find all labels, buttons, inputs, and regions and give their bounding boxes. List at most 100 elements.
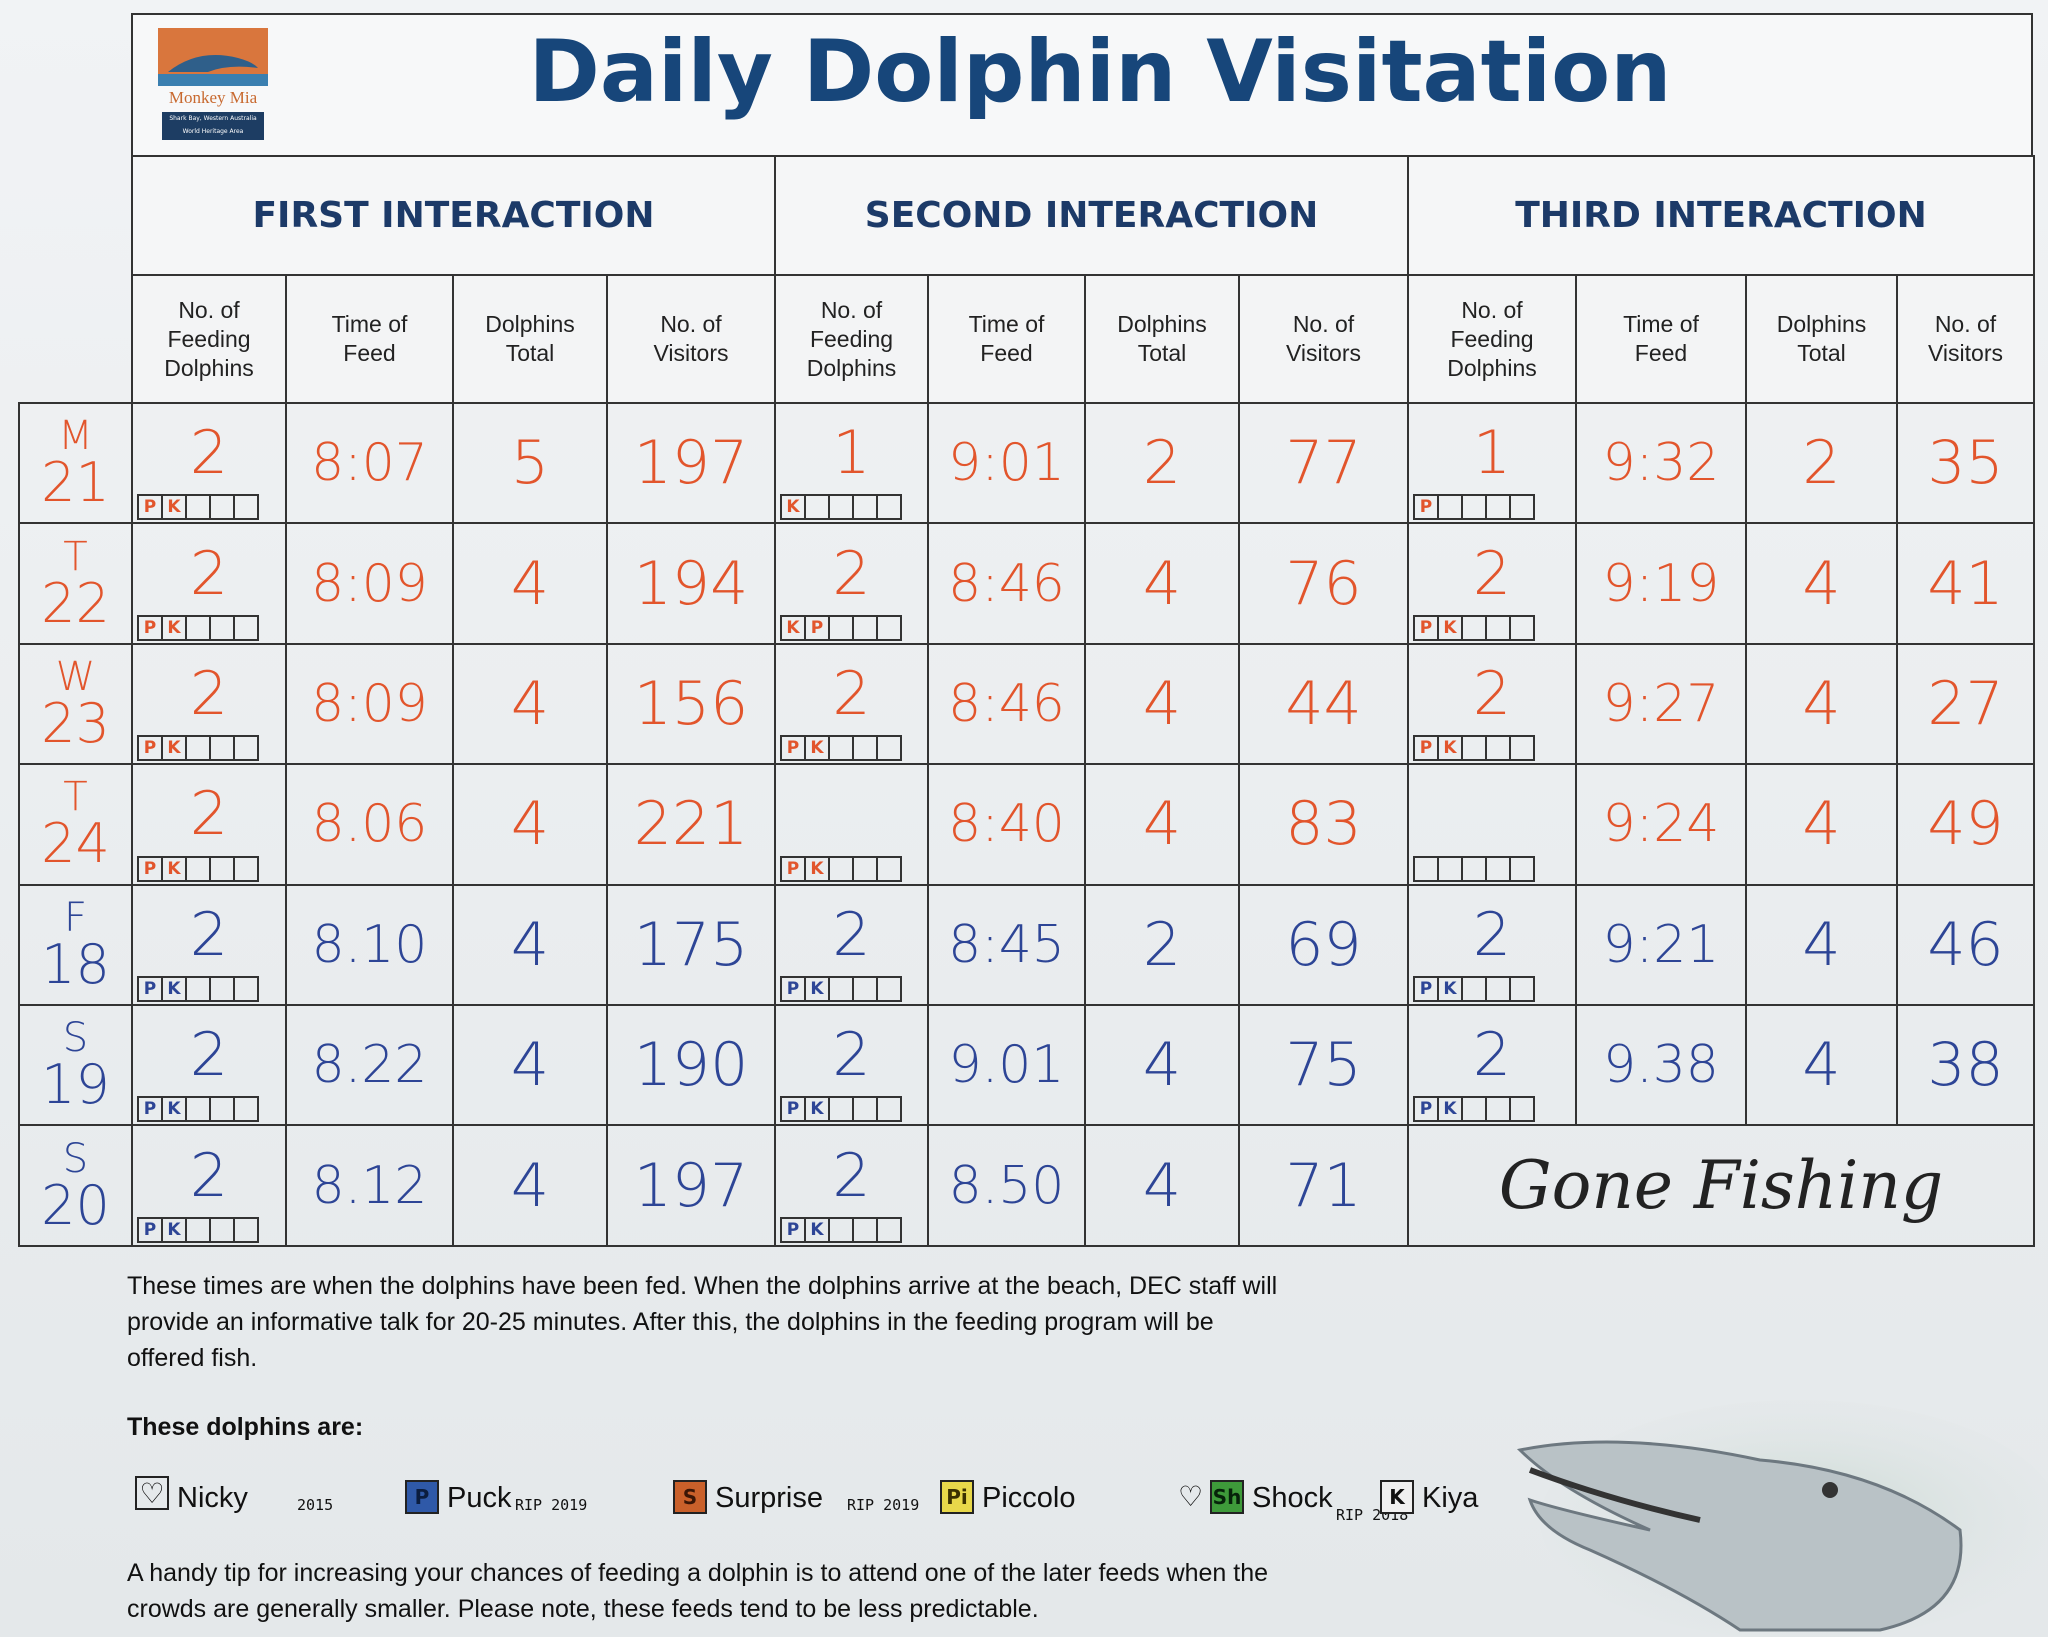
column-header: No. of Visitors [1896, 274, 2035, 404]
cell-time: 8:46 [927, 522, 1086, 645]
value: 1 [832, 418, 871, 489]
cell-total: 2 [1084, 402, 1240, 525]
cell-visitors: 41 [1896, 522, 2035, 645]
tag-box: K [161, 975, 187, 1002]
value: 2 [1472, 1020, 1512, 1091]
tag-box [1437, 494, 1463, 521]
cell-time: 9.38 [1575, 1004, 1747, 1127]
value: 9:19 [1602, 553, 1720, 614]
tag-box [852, 975, 878, 1002]
value: 2 [189, 899, 229, 970]
cell-total: 4 [1745, 883, 1898, 1006]
tag-box: K [804, 975, 830, 1002]
value: 2 [189, 538, 229, 609]
paragraph-line: offered fish. [127, 1344, 258, 1372]
column-title: No. of Feeding Dolphins [1447, 296, 1537, 381]
tag-box [1509, 855, 1535, 882]
tag-box: K [804, 735, 830, 762]
tag-box [828, 1096, 854, 1123]
cell-visitors: 69 [1238, 883, 1409, 1006]
day-cell: W 23 [18, 642, 133, 766]
value: 38 [1927, 1030, 2004, 1101]
value: 2 [1802, 428, 1841, 499]
cell-visitors: 175 [606, 883, 776, 1006]
value: 221 [633, 789, 749, 860]
value: 8:40 [948, 794, 1065, 855]
value: 9.01 [948, 1035, 1065, 1096]
value: 2 [189, 658, 229, 729]
tag-box: P [780, 855, 806, 882]
cell-time: 8.22 [285, 1004, 454, 1127]
badge: K [1380, 1480, 1414, 1514]
tag-box [209, 975, 235, 1002]
tag-box [1509, 1096, 1535, 1123]
cell-total: 2 [1084, 883, 1240, 1006]
column-header: Time of Feed [927, 274, 1086, 404]
cell-total: 4 [1084, 522, 1240, 645]
cell-time: 8:45 [927, 883, 1086, 1006]
value: 4 [510, 1150, 550, 1221]
cell-visitors: 77 [1238, 402, 1409, 525]
tag-box [233, 1096, 259, 1123]
tag-box [876, 614, 902, 641]
paragraph-line: These times are when the dolphins have b… [127, 1272, 1278, 1300]
tag-box: K [804, 1216, 830, 1243]
tag-box: P [1413, 975, 1439, 1002]
cell-time: 9:19 [1575, 522, 1747, 645]
column-title: Dolphins Total [1776, 311, 1867, 366]
value: 9:27 [1602, 673, 1720, 734]
tag-box: K [804, 855, 830, 882]
tag-box: P [137, 1216, 163, 1243]
value: 2 [189, 1020, 229, 1091]
value: 4 [1142, 548, 1182, 619]
logo-name: Monkey Mia [168, 88, 258, 107]
value: 4 [1802, 909, 1841, 980]
tag-box: K [161, 1096, 187, 1123]
day-cell: M 21 [18, 402, 133, 525]
value: 4 [1142, 668, 1182, 739]
day-day: F [63, 894, 87, 941]
tag-box: K [161, 494, 187, 521]
title: Daily Dolphin Visitation [528, 22, 1672, 122]
value: 8.50 [948, 1155, 1065, 1216]
column-title: No. of Visitors [1286, 311, 1361, 366]
cell-total: 4 [452, 1004, 608, 1127]
column-header: Dolphins Total [452, 274, 608, 404]
value: 4 [1142, 789, 1182, 860]
tag-box [1509, 735, 1535, 762]
cell-total: 4 [452, 522, 608, 645]
cell-total: 4 [452, 883, 608, 1006]
logo-line: Shark Bay, Western Australia [169, 115, 257, 122]
column-header: No. of Feeding Dolphins [1407, 274, 1577, 404]
value: 2 [1142, 909, 1182, 980]
value: 2 [832, 538, 871, 609]
tag-box [852, 1096, 878, 1123]
tag-box [185, 735, 211, 762]
cell-visitors: 156 [606, 642, 776, 766]
dolphin-name: Piccolo [982, 1482, 1076, 1514]
logo: Monkey Mia Shark Bay, Western Australia … [158, 28, 268, 144]
day-cell: T 24 [18, 763, 133, 886]
tag-box: P [1413, 1096, 1439, 1123]
value: 69 [1285, 909, 1362, 980]
value: 4 [1142, 1030, 1182, 1101]
day-cell: T 22 [18, 522, 133, 645]
tag-box: K [161, 1216, 187, 1243]
tag-box [876, 1096, 902, 1123]
tag-box [876, 855, 902, 882]
column-title: Dolphins Total [485, 311, 575, 366]
value: 194 [633, 548, 749, 619]
cell-visitors: 221 [606, 763, 776, 886]
tag-box: K [780, 614, 806, 641]
tag-box [185, 855, 211, 882]
tag-boxes: P [1413, 494, 1535, 521]
